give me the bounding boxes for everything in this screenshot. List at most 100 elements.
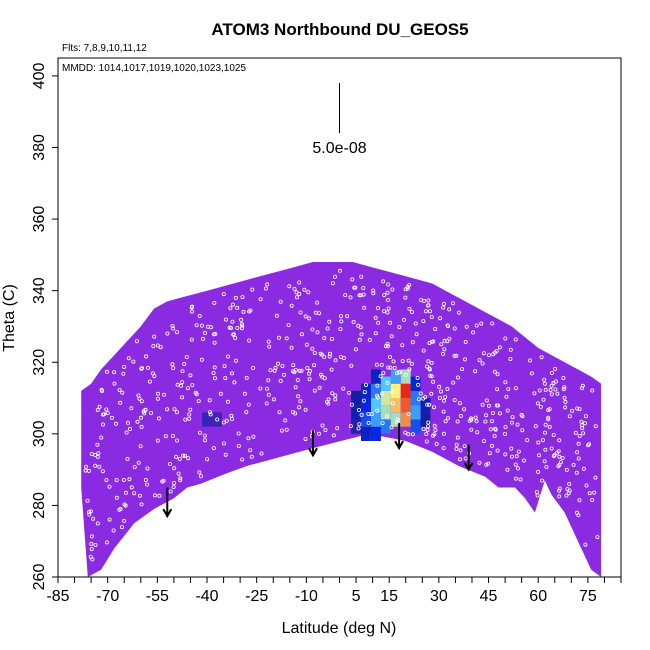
sample-point	[228, 306, 233, 311]
sample-point	[95, 407, 100, 412]
sample-point	[264, 401, 269, 406]
sample-point	[170, 433, 175, 438]
sample-point	[516, 449, 521, 454]
sample-point	[190, 304, 195, 309]
sample-point	[333, 358, 338, 363]
sample-point	[497, 411, 502, 416]
sample-point	[403, 430, 408, 435]
sample-point	[233, 358, 238, 363]
sample-point	[362, 390, 367, 395]
sample-point	[281, 372, 286, 377]
sample-point	[428, 373, 433, 378]
sample-point	[278, 299, 283, 304]
sample-point	[385, 344, 390, 349]
sample-point	[477, 358, 482, 363]
sample-point	[178, 478, 183, 483]
sample-point	[332, 274, 337, 279]
sample-point	[171, 484, 176, 489]
sample-point	[464, 324, 469, 329]
sample-point	[577, 433, 582, 438]
sample-point	[513, 476, 518, 481]
sample-point	[546, 407, 551, 412]
sample-point	[505, 467, 510, 472]
sample-point	[283, 418, 288, 423]
sample-point	[548, 388, 553, 393]
sample-point	[326, 397, 331, 402]
sample-point	[557, 494, 562, 499]
sample-point	[296, 394, 301, 399]
sample-point	[488, 427, 493, 432]
sample-point	[427, 309, 432, 314]
sample-point	[306, 290, 311, 295]
sample-point	[443, 394, 448, 399]
sample-point	[494, 403, 499, 408]
sample-point	[537, 388, 542, 393]
sample-point	[425, 424, 430, 429]
sample-point	[279, 428, 284, 433]
sample-point	[233, 295, 238, 300]
sample-point	[221, 441, 226, 446]
sample-point	[178, 476, 183, 481]
sample-point	[557, 488, 562, 493]
sample-point	[212, 365, 217, 370]
sample-point	[376, 306, 381, 311]
sample-point	[185, 386, 190, 391]
sample-point	[575, 510, 580, 515]
sample-point	[197, 470, 202, 475]
sample-point	[322, 376, 327, 381]
sample-point	[356, 323, 361, 328]
sample-point	[181, 453, 186, 458]
sample-point	[388, 354, 393, 359]
sample-point	[356, 407, 361, 412]
sample-point	[386, 306, 391, 311]
sample-point	[284, 336, 289, 341]
x-tick-label: -25	[245, 588, 268, 605]
sample-point	[138, 444, 143, 449]
sample-point	[117, 507, 122, 512]
sample-point	[543, 422, 548, 427]
sample-point	[490, 410, 495, 415]
sample-point	[445, 323, 450, 328]
heat-cell	[390, 398, 401, 413]
sample-point	[144, 482, 149, 487]
sample-point	[388, 365, 393, 370]
sample-point	[150, 371, 155, 376]
sample-point	[429, 360, 434, 365]
sample-point	[480, 402, 485, 407]
sample-point	[441, 301, 446, 306]
sample-point	[241, 309, 246, 314]
sample-point	[341, 355, 346, 360]
sample-point	[287, 284, 292, 289]
sample-point	[139, 366, 144, 371]
sample-point	[187, 412, 192, 417]
sample-point	[495, 372, 500, 377]
sample-point	[508, 356, 513, 361]
sample-point	[135, 419, 140, 424]
sample-point	[264, 386, 269, 391]
sample-point	[199, 357, 204, 362]
sample-point	[514, 454, 519, 459]
sample-point	[366, 411, 371, 416]
sample-point	[137, 493, 142, 498]
sample-point	[232, 380, 237, 385]
sample-point	[178, 383, 183, 388]
sample-point	[239, 326, 244, 331]
sample-point	[276, 335, 281, 340]
sample-point	[502, 431, 507, 436]
sample-point	[579, 419, 584, 424]
sample-point	[567, 481, 572, 486]
sample-point	[338, 314, 343, 319]
sample-point	[146, 365, 151, 370]
sample-point	[123, 503, 128, 508]
sample-point	[563, 405, 568, 410]
sample-point	[427, 367, 432, 372]
sample-point	[382, 293, 387, 298]
sample-point	[348, 424, 353, 429]
sample-point	[462, 444, 467, 449]
sample-point	[584, 483, 589, 488]
sample-point	[333, 397, 338, 402]
sample-point	[450, 301, 455, 306]
heat-cell	[361, 426, 371, 441]
sample-point	[235, 325, 240, 330]
sample-point	[114, 478, 119, 483]
